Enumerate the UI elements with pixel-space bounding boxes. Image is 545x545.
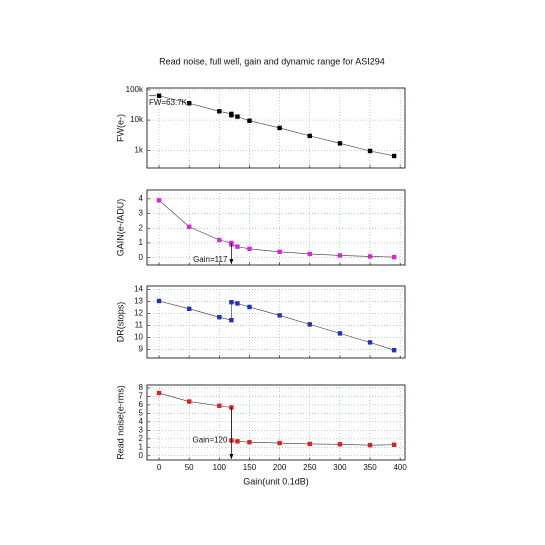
- data-line: [158, 392, 395, 446]
- data-point: [367, 148, 373, 154]
- data-point: [367, 340, 373, 345]
- y-axis-label: DR(stops): [115, 302, 125, 343]
- x-tick-label: 150: [243, 463, 257, 472]
- data-point: [391, 442, 397, 447]
- y-tick-label: 3: [139, 425, 144, 434]
- data-point: [307, 441, 312, 447]
- y-tick-label: 4: [139, 194, 144, 203]
- data-line: [158, 95, 395, 157]
- data-point: [337, 331, 343, 336]
- x-tick-label: 100: [213, 463, 227, 472]
- y-tick-label: 1: [139, 238, 144, 247]
- annotation: Gain=120: [192, 436, 227, 445]
- data-point: [156, 93, 162, 98]
- y-tick-label: 4: [139, 417, 144, 426]
- y-tick-label: 12: [134, 309, 143, 318]
- y-tick-label: 6: [139, 400, 144, 409]
- x-tick-label: 400: [393, 463, 407, 472]
- data-point: [186, 399, 192, 404]
- annotation-arrowhead: [229, 259, 234, 264]
- data-point: [277, 440, 282, 446]
- data-line: [158, 200, 395, 258]
- plot-frame: [146, 285, 406, 359]
- chart-title: Read noise, full well, gain and dynamic …: [159, 56, 385, 66]
- y-tick-label: 3: [139, 209, 144, 218]
- x-tick-label: 300: [333, 463, 347, 472]
- y-tick-label: 9: [139, 345, 144, 354]
- data-point: [337, 442, 343, 447]
- data-point: [217, 109, 222, 114]
- y-axis-label: Read noise(e-rms): [115, 385, 125, 460]
- plot-frame: [146, 87, 406, 169]
- y-tick-label: 8: [139, 383, 144, 392]
- y-tick-label: 13: [134, 297, 143, 306]
- data-point: [391, 348, 397, 353]
- y-axis-label: FW(e-): [115, 114, 125, 142]
- data-point: [391, 153, 397, 159]
- data-point: [235, 244, 240, 249]
- data-point: [247, 118, 252, 123]
- y-tick-label: 2: [139, 223, 144, 232]
- data-point: [235, 114, 240, 119]
- data-point: [235, 301, 240, 306]
- data-point: [217, 403, 222, 408]
- data-point: [229, 112, 234, 118]
- y-tick-label: 11: [135, 321, 144, 330]
- data-point: [277, 125, 282, 131]
- y-tick-label: 10: [134, 333, 143, 342]
- x-tick-label: 350: [363, 463, 377, 472]
- data-point: [156, 390, 162, 396]
- data-point: [307, 133, 312, 139]
- y-tick-label: 10k: [130, 115, 144, 124]
- plot-frame: [146, 384, 406, 461]
- data-point: [277, 249, 282, 254]
- data-line: [158, 300, 395, 351]
- data-point: [337, 253, 343, 258]
- data-point: [186, 306, 192, 311]
- plot-frame: [146, 189, 406, 266]
- x-tick-label: 250: [303, 463, 317, 472]
- y-axis-label: GAIN(e-/ADU): [115, 199, 125, 257]
- data-point: [229, 318, 234, 323]
- y-tick-label: 14: [134, 285, 143, 294]
- y-tick-label: 100k: [126, 85, 144, 94]
- data-point: [247, 304, 252, 310]
- x-tick-label: 50: [185, 463, 194, 472]
- data-point: [247, 440, 252, 445]
- y-tick-label: 0: [139, 253, 144, 262]
- data-point: [156, 298, 162, 304]
- y-tick-label: 7: [139, 392, 144, 401]
- y-tick-label: 0: [139, 451, 144, 460]
- annotation-arrowhead: [229, 454, 234, 459]
- data-point: [367, 442, 373, 448]
- data-point: [307, 322, 312, 327]
- data-point: [391, 254, 397, 260]
- annotation: Gain=117: [193, 255, 228, 264]
- annotation: FW=63.7K: [149, 98, 188, 107]
- data-point: [217, 315, 222, 320]
- y-tick-label: 2: [139, 434, 144, 443]
- data-point: [337, 141, 343, 146]
- data-point: [277, 313, 282, 318]
- data-point: [229, 300, 234, 305]
- data-point: [156, 198, 162, 203]
- data-point: [367, 254, 373, 259]
- data-point: [307, 251, 312, 257]
- data-point: [217, 237, 222, 243]
- x-tick-label: 0: [157, 463, 162, 472]
- data-point: [247, 246, 252, 252]
- x-tick-label: 200: [273, 463, 287, 472]
- y-tick-label: 1k: [135, 145, 144, 154]
- y-tick-label: 1: [139, 442, 144, 451]
- y-tick-label: 5: [139, 408, 144, 417]
- x-axis-label: Gain(unit 0.1dB): [243, 476, 309, 486]
- data-point: [186, 101, 192, 106]
- data-point: [235, 439, 240, 444]
- data-point: [186, 224, 192, 229]
